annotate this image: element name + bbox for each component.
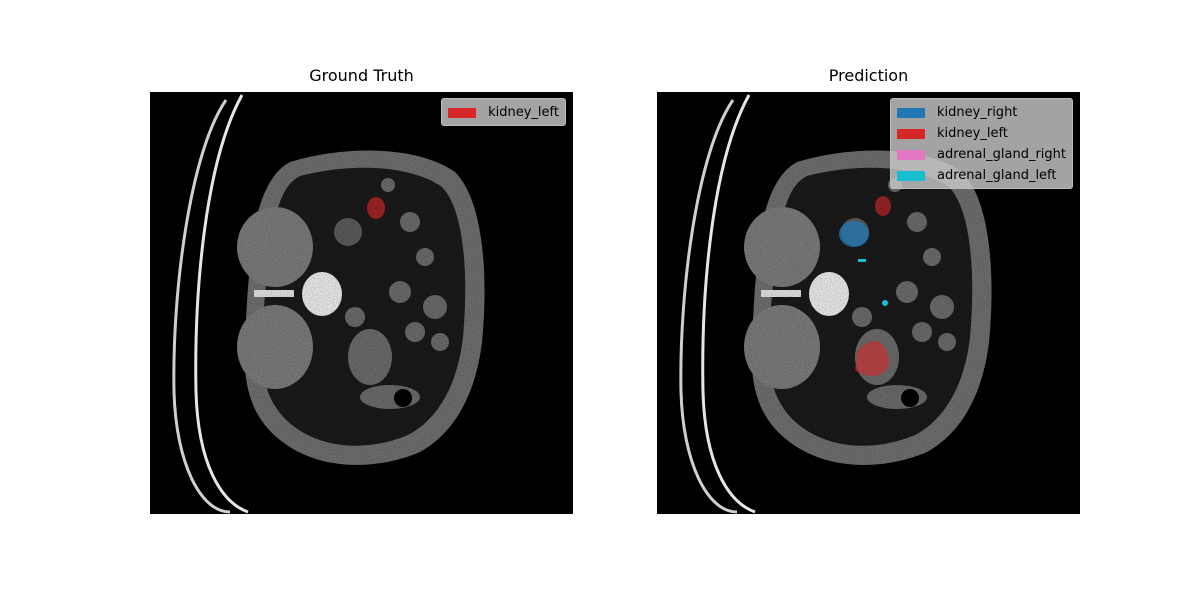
adrenal-gland-left-mask bbox=[858, 259, 866, 262]
legend-entry: adrenal_gland_left bbox=[897, 165, 1066, 186]
ground-truth-title: Ground Truth bbox=[309, 66, 414, 85]
legend-label: adrenal_gland_right bbox=[937, 147, 1066, 162]
legend-entry: kidney_right bbox=[897, 102, 1066, 123]
legend-label: kidney_right bbox=[937, 105, 1018, 120]
ground-truth-ct-image bbox=[150, 92, 573, 514]
legend-swatch bbox=[897, 128, 926, 139]
prediction-legend: kidney_right kidney_left adrenal_gland_r… bbox=[890, 98, 1073, 189]
legend-label: kidney_left bbox=[488, 105, 559, 120]
adrenal-gland-left-mask bbox=[882, 300, 888, 306]
ground-truth-legend: kidney_left bbox=[441, 98, 566, 126]
legend-entry: kidney_left bbox=[448, 102, 559, 123]
legend-swatch bbox=[897, 107, 926, 118]
kidney-left-mask bbox=[855, 341, 889, 376]
kidney-right-mask bbox=[839, 221, 869, 247]
legend-swatch bbox=[897, 170, 926, 181]
kidney-left-mask bbox=[367, 197, 385, 219]
legend-swatch bbox=[897, 149, 926, 160]
kidney-left-mask bbox=[875, 196, 891, 216]
legend-entry: kidney_left bbox=[897, 123, 1066, 144]
legend-entry: adrenal_gland_right bbox=[897, 144, 1066, 165]
ground-truth-panel: Ground Truth kidney_left bbox=[150, 0, 573, 600]
prediction-panel: Prediction kidney_right kidney_left adre… bbox=[657, 0, 1080, 600]
legend-label: kidney_left bbox=[937, 126, 1008, 141]
legend-swatch bbox=[448, 107, 477, 118]
legend-label: adrenal_gland_left bbox=[937, 168, 1057, 183]
prediction-title: Prediction bbox=[828, 66, 909, 85]
